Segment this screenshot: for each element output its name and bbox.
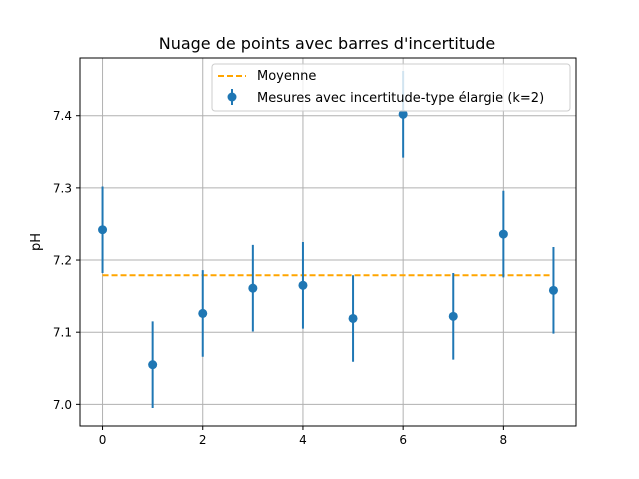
legend-mean-label: Moyenne <box>257 69 316 84</box>
legend-box <box>211 63 571 112</box>
y-tick-label: 7.2 <box>53 254 72 268</box>
y-axis-label: pH <box>29 233 44 251</box>
x-tick-label: 4 <box>299 433 307 447</box>
data-point <box>348 313 358 323</box>
data-point <box>398 109 408 119</box>
x-tick-label: 2 <box>199 433 207 447</box>
data-point <box>498 229 508 239</box>
x-tick-label: 8 <box>500 433 508 447</box>
legend-measure-label: Mesures avec incertitude-type élargie (k… <box>257 91 544 106</box>
x-ticks: 0 2 4 6 8 <box>99 426 507 447</box>
legend: Moyenne Mesures avec incertitude-type él… <box>211 63 571 112</box>
plot-frame <box>79 57 577 427</box>
errorbar-group <box>101 70 555 408</box>
x-tick-label: 0 <box>99 433 107 447</box>
data-point <box>448 311 458 321</box>
data-point <box>298 280 308 290</box>
y-tick-label: 7.1 <box>53 326 72 340</box>
x-tick-label: 6 <box>399 433 407 447</box>
legend-point-swatch <box>227 92 237 102</box>
y-tick-label: 7.3 <box>53 181 72 195</box>
data-point <box>248 283 258 293</box>
data-point <box>548 285 558 295</box>
y-tick-label: 7.4 <box>53 109 72 123</box>
data-point <box>198 308 208 318</box>
data-points-group <box>98 109 558 370</box>
y-tick-label: 7.0 <box>53 398 72 412</box>
chart-title: Nuage de points avec barres d'incertitud… <box>159 34 496 53</box>
grid-lines <box>80 58 576 426</box>
data-point <box>98 225 108 235</box>
data-point <box>148 360 158 370</box>
y-ticks: 7.0 7.1 7.2 7.3 7.4 <box>53 109 80 412</box>
